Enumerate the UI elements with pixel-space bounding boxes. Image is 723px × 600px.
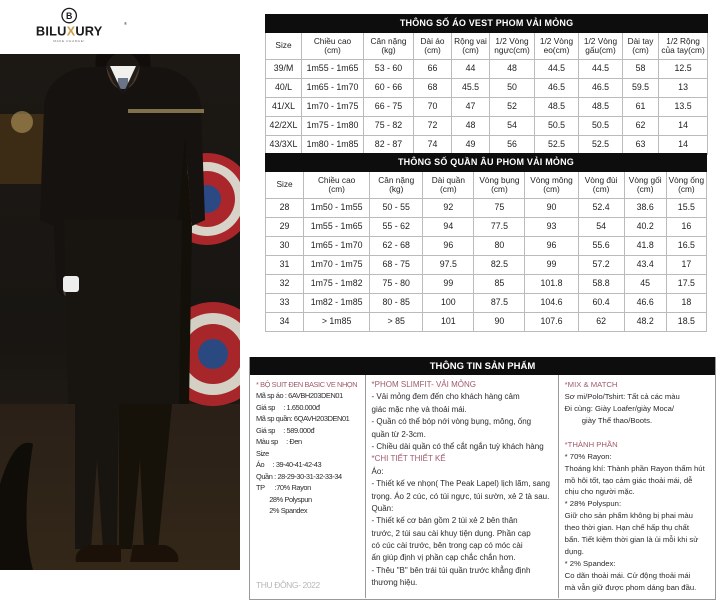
- svg-text:B: B: [66, 11, 72, 21]
- svg-text:MAKE CHANGE!: MAKE CHANGE!: [53, 39, 85, 43]
- svg-text:BILUXURY: BILUXURY: [36, 24, 103, 39]
- svg-text:®: ®: [124, 21, 127, 26]
